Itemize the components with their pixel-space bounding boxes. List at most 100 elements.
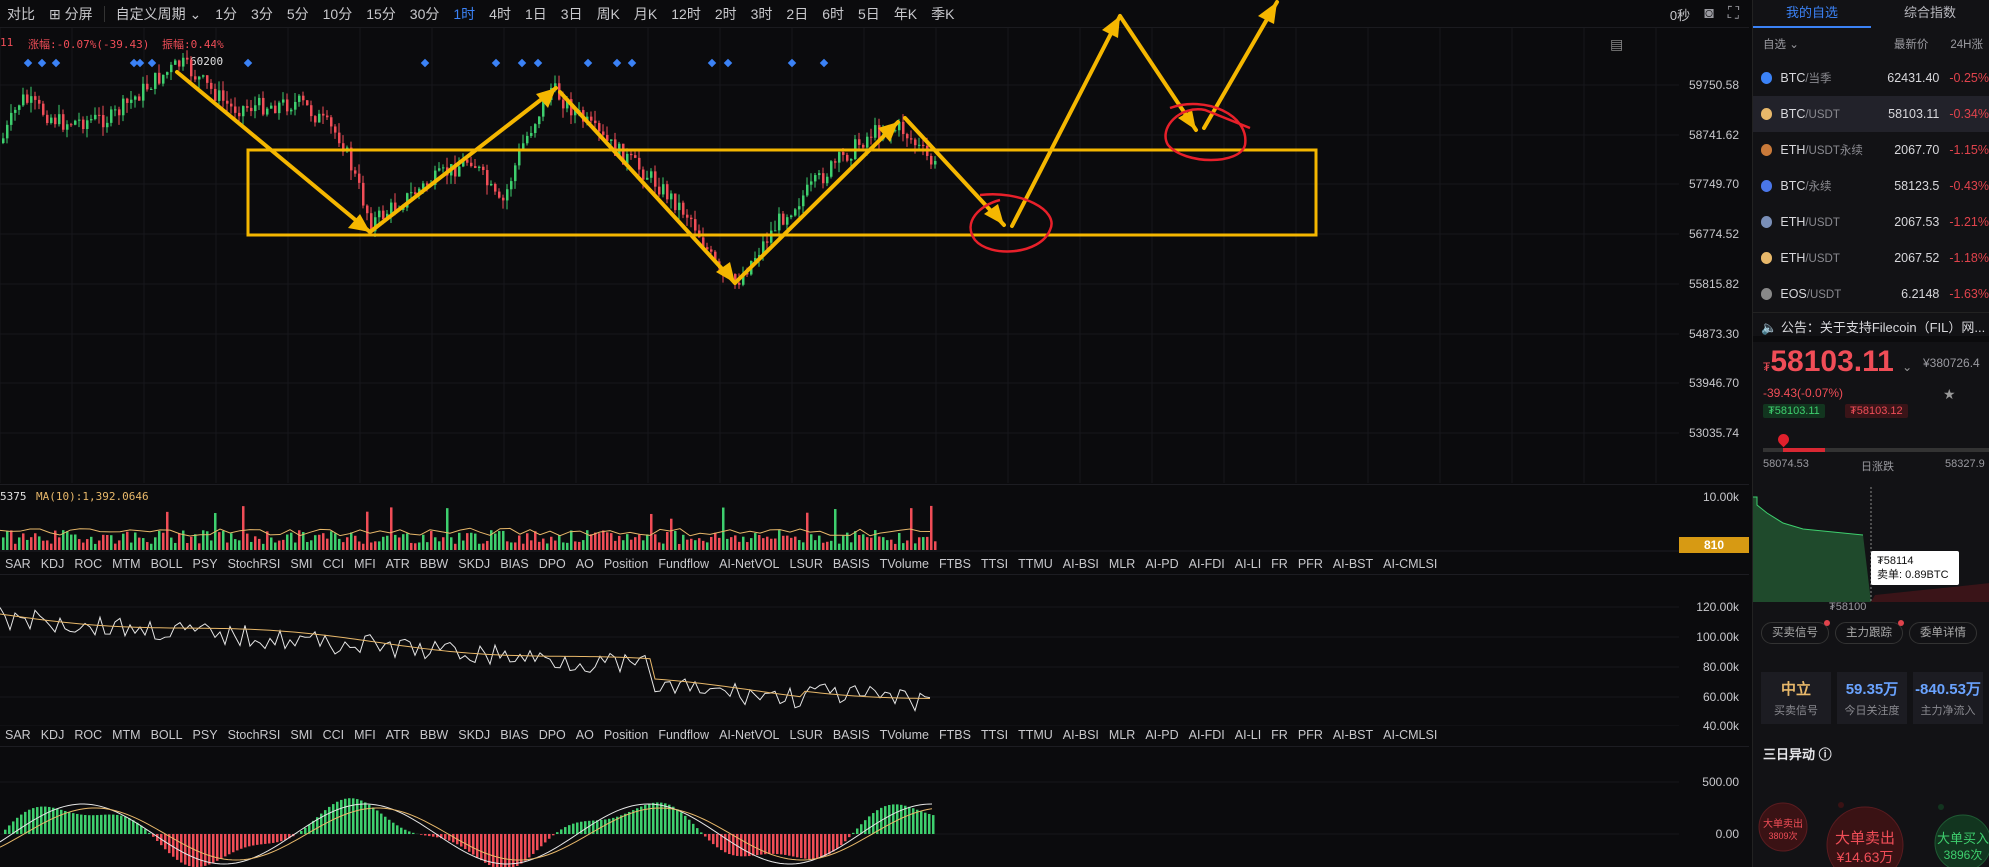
indicator-tab-basis[interactable]: BASIS: [832, 557, 870, 571]
indicator-tab-psy[interactable]: PSY: [192, 728, 218, 742]
indicator-tab-ai-cmlsi[interactable]: AI-CMLSI: [1383, 557, 1438, 571]
watchlist-row[interactable]: BTC/USDT 58103.11 -0.34%: [1753, 96, 1989, 132]
depth-chart[interactable]: [1753, 487, 1989, 602]
period-1d[interactable]: 1日: [524, 5, 547, 22]
period-year[interactable]: 年K: [893, 5, 918, 22]
notice-bar[interactable]: 🔈 公告：关于支持Filecoin（FIL）网...: [1753, 312, 1989, 342]
watchlist-row[interactable]: ETH/USDT 2067.52 -1.18%: [1753, 240, 1989, 276]
volume-chart[interactable]: [0, 486, 1679, 552]
period-month[interactable]: 月K: [633, 5, 658, 22]
indicator-tab-ai-bst[interactable]: AI-BST: [1332, 728, 1374, 742]
indicator-tab-mlr[interactable]: MLR: [1108, 557, 1136, 571]
indicator-tab-pfr[interactable]: PFR: [1297, 728, 1323, 742]
indicator-tab-skdj[interactable]: SKDJ: [458, 557, 491, 571]
star-icon[interactable]: ★: [1943, 386, 1956, 402]
indicator-tab-bias[interactable]: BIAS: [500, 728, 529, 742]
indicator-tab-mfi[interactable]: MFI: [354, 728, 376, 742]
candlestick-chart[interactable]: [0, 28, 1679, 483]
indicator-tab-lsur[interactable]: LSUR: [789, 728, 823, 742]
indicator-line-chart[interactable]: [0, 576, 1679, 726]
stat-signal[interactable]: 中立 买卖信号: [1761, 672, 1831, 724]
indicator-tab-mtm[interactable]: MTM: [112, 728, 141, 742]
indicator-tab-lsur[interactable]: LSUR: [789, 557, 823, 571]
indicator-tab-ai-pd[interactable]: AI-PD: [1145, 728, 1179, 742]
indicator-tab-psy[interactable]: PSY: [192, 557, 218, 571]
period-1h[interactable]: 1时: [453, 5, 476, 22]
indicator-tab-ai-bsi[interactable]: AI-BSI: [1062, 557, 1099, 571]
indicator-tab-mfi[interactable]: MFI: [354, 557, 376, 571]
indicator-tab-ttsi[interactable]: TTSI: [980, 557, 1009, 571]
indicator-tab-bbw[interactable]: BBW: [419, 557, 449, 571]
indicator-tab-stochrsi[interactable]: StochRSI: [227, 728, 281, 742]
indicator-tab-tvolume[interactable]: TVolume: [879, 557, 930, 571]
indicator-tab-skdj[interactable]: SKDJ: [458, 728, 491, 742]
chart-area[interactable]: 对比 ⊞ 分屏 自定义周期 ⌄ 1分 3分 5分 10分 15分 30分 1时 …: [0, 0, 1749, 867]
indicator-tab-ai-bsi[interactable]: AI-BSI: [1062, 728, 1099, 742]
period-4h[interactable]: 4时: [489, 5, 511, 22]
camera-icon[interactable]: ◙: [1704, 5, 1714, 22]
indicator-tab-ao[interactable]: AO: [575, 728, 594, 742]
indicator-tab-fr[interactable]: FR: [1271, 557, 1288, 571]
indicator-tab-atr[interactable]: ATR: [385, 557, 410, 571]
period-5d[interactable]: 5日: [858, 5, 880, 22]
indicator-tab-bbw[interactable]: BBW: [419, 728, 449, 742]
bubble-chart[interactable]: 大单卖出 3809次 大单卖出 ¥14.63万 大单买入 3896次: [1753, 765, 1989, 867]
fullscreen-icon[interactable]: ⛶: [1727, 5, 1739, 22]
period-1m[interactable]: 1分: [215, 5, 238, 22]
stat-attention[interactable]: 59.35万 今日关注度: [1837, 672, 1907, 724]
indicator-tab-position[interactable]: Position: [603, 728, 649, 742]
indicator-tab-ai-fdi[interactable]: AI-FDI: [1188, 557, 1225, 571]
period-3d[interactable]: 3日: [560, 5, 583, 22]
period-2h[interactable]: 2时: [714, 5, 737, 22]
watchlist-row[interactable]: BTC/永续 58123.5 -0.43%: [1753, 168, 1989, 204]
indicator-tab-atr[interactable]: ATR: [385, 728, 410, 742]
tab-watchlist[interactable]: 我的自选: [1753, 0, 1871, 28]
indicator-tab-kdj[interactable]: KDJ: [40, 557, 65, 571]
indicator-tab-mtm[interactable]: MTM: [112, 557, 141, 571]
indicator-tab-ai-pd[interactable]: AI-PD: [1145, 557, 1179, 571]
indicator-tab-kdj[interactable]: KDJ: [40, 728, 65, 742]
indicator-tab-ai-li[interactable]: AI-LI: [1234, 728, 1262, 742]
indicator-tab-roc[interactable]: ROC: [74, 557, 103, 571]
indicator-tab-fundflow[interactable]: Fundflow: [658, 728, 710, 742]
indicator-tab-tvolume[interactable]: TVolume: [879, 728, 930, 742]
indicator-tab-smi[interactable]: SMI: [290, 728, 313, 742]
indicator-tab-smi[interactable]: SMI: [290, 557, 313, 571]
settings-icon[interactable]: ▤: [1610, 36, 1624, 52]
indicator-tab-ftbs[interactable]: FTBS: [939, 557, 971, 571]
period-10m[interactable]: 10分: [322, 5, 353, 22]
period-6h[interactable]: 6时: [822, 5, 845, 22]
indicator-tab-roc[interactable]: ROC: [74, 728, 103, 742]
indicator-tab-dpo[interactable]: DPO: [538, 557, 566, 571]
indicator-tab-ai-li[interactable]: AI-LI: [1234, 557, 1262, 571]
indicator-tab-ttsi[interactable]: TTSI: [980, 728, 1009, 742]
period-5m[interactable]: 5分: [286, 5, 309, 22]
indicator-tab-ai-netvol[interactable]: AI-NetVOL: [719, 557, 780, 571]
watchlist-row[interactable]: ETH/USDT 2067.53 -1.21%: [1753, 204, 1989, 240]
indicator-tab-fr[interactable]: FR: [1271, 728, 1288, 742]
split-screen-button[interactable]: ⊞ 分屏: [42, 0, 100, 28]
period-week[interactable]: 周K: [596, 5, 620, 22]
indicator-tab-boll[interactable]: BOLL: [150, 728, 183, 742]
watchlist-row[interactable]: BTC/当季 62431.40 -0.25%: [1753, 60, 1989, 96]
indicator-tab-boll[interactable]: BOLL: [150, 557, 183, 571]
indicator-tab-fundflow[interactable]: Fundflow: [658, 557, 710, 571]
indicator-tab-ai-fdi[interactable]: AI-FDI: [1188, 728, 1225, 742]
indicator-tab-pfr[interactable]: PFR: [1297, 557, 1323, 571]
indicator-tab-ftbs[interactable]: FTBS: [939, 728, 971, 742]
period-30m[interactable]: 30分: [409, 5, 440, 22]
tab-index[interactable]: 综合指数: [1903, 5, 1956, 20]
watchlist-row[interactable]: ETH/USDT永续 2067.70 -1.15%: [1753, 132, 1989, 168]
period-3m[interactable]: 3分: [251, 5, 273, 22]
period-15m[interactable]: 15分: [366, 5, 396, 22]
indicator-tab-basis[interactable]: BASIS: [832, 728, 870, 742]
indicator-tab-stochrsi[interactable]: StochRSI: [227, 557, 281, 571]
indicator-tab-mlr[interactable]: MLR: [1108, 728, 1136, 742]
compare-button[interactable]: 对比: [7, 5, 35, 22]
signal-button[interactable]: 买卖信号: [1761, 620, 1830, 644]
period-quarter[interactable]: 季K: [931, 5, 955, 22]
period-12h[interactable]: 12时: [671, 5, 701, 22]
period-3h[interactable]: 3时: [750, 5, 773, 22]
indicator-tab-bias[interactable]: BIAS: [500, 557, 529, 571]
indicator-tab-ai-bst[interactable]: AI-BST: [1332, 557, 1374, 571]
